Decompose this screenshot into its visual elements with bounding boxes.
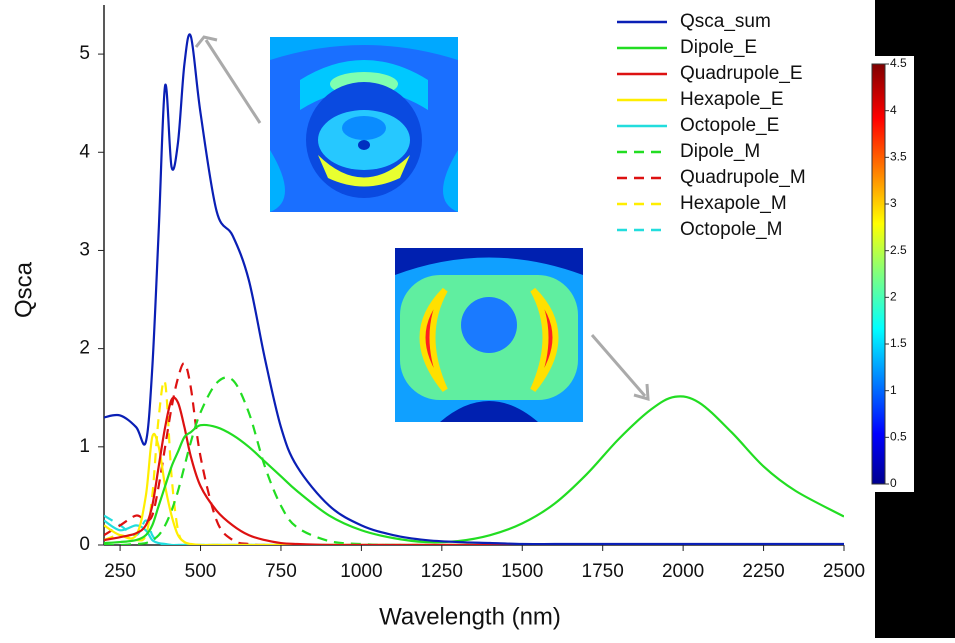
colorbar [871,63,886,485]
inset-top [270,37,458,212]
colorbar-tick-label: 0 [890,476,897,490]
x-tick-label: 250 [104,561,136,582]
series-line [104,432,844,545]
colorbar-tick-label: 2.5 [890,243,907,257]
x-tick-label: 2000 [662,561,704,582]
y-tick-label: 5 [79,43,90,64]
x-tick-label: 1250 [421,561,463,582]
x-tick-label: 2500 [823,561,865,582]
colorbar-tick-label: 1 [890,383,897,397]
series-line [104,395,844,545]
legend-label: Quadrupole_M [680,167,806,188]
y-axis-label: Qsca [10,261,37,318]
y-tick-label: 1 [79,436,90,457]
y-tick-label: 4 [79,141,90,162]
y-tick-label: 2 [79,338,90,359]
colorbar-tick-label: 0.5 [890,430,907,444]
legend-label: Dipole_M [680,141,760,162]
legend-label: Dipole_E [680,37,757,58]
series-line [104,33,844,545]
colorbar-tick-label: 4 [890,103,897,117]
x-tick-label: 1500 [501,561,543,582]
inset-bottom [395,248,583,422]
legend-label: Octopole_E [680,115,779,136]
y-tick-label: 3 [79,239,90,260]
x-tick-label: 500 [185,561,217,582]
colorbar-tick-label: 4.5 [890,56,907,70]
colorbar-tick-label: 1.5 [890,336,907,350]
arrows [194,35,650,402]
y-tick-label: 0 [79,534,90,555]
legend-label: Quadrupole_E [680,63,803,84]
colorbar-tick-label: 3.5 [890,150,907,164]
series-line [104,519,844,545]
legend-label: Hexapole_E [680,89,784,110]
x-axis-label: Wavelength (nm) [379,603,561,630]
series-line [104,514,844,545]
colorbar-tick-label: 2 [890,290,897,304]
legend-label: Qsca_sum [680,11,771,32]
x-tick-label: 1750 [582,561,624,582]
legend-label: Octopole_M [680,219,782,240]
x-tick-label: 1000 [340,561,382,582]
legend-label: Hexapole_M [680,193,787,214]
colorbar-tick-label: 3 [890,196,897,210]
series-line [104,396,844,545]
x-tick-label: 2250 [742,561,784,582]
x-tick-label: 750 [265,561,297,582]
